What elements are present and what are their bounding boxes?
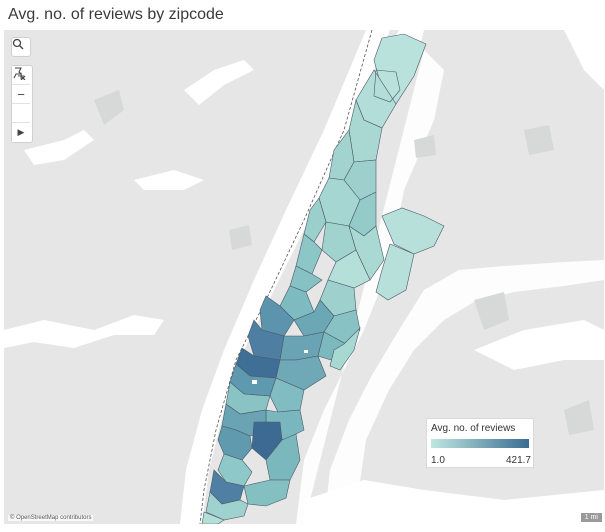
park-6 bbox=[564, 400, 594, 435]
zip-region[interactable] bbox=[205, 491, 249, 521]
zoom-in-button[interactable]: + bbox=[12, 66, 30, 85]
east-river bbox=[296, 50, 604, 524]
legend-gradient-bar bbox=[431, 439, 529, 448]
park-layer bbox=[94, 90, 594, 435]
zip-region[interactable] bbox=[327, 249, 371, 289]
state-boundary bbox=[199, 30, 373, 524]
pin-map-icon bbox=[13, 67, 26, 80]
creek-nw bbox=[134, 170, 204, 190]
bay-south-east bbox=[474, 320, 604, 370]
map-controls: + − ▶ bbox=[11, 65, 33, 143]
zip-region[interactable] bbox=[243, 479, 291, 507]
legend-title: Avg. no. of reviews bbox=[431, 423, 516, 434]
zip-region[interactable] bbox=[279, 331, 325, 361]
park-5 bbox=[414, 135, 436, 158]
creek-west bbox=[4, 315, 164, 348]
zipcode-layer bbox=[201, 33, 445, 524]
color-legend: Avg. no. of reviews 1.0 421.7 bbox=[426, 418, 534, 468]
map-svg[interactable] bbox=[4, 30, 604, 524]
bay-south bbox=[304, 480, 604, 524]
river-north bbox=[184, 60, 254, 105]
zip-region[interactable] bbox=[373, 33, 427, 105]
scale-bar: 1 mi bbox=[580, 513, 602, 522]
map-canvas[interactable]: + − ▶ Avg. no. of reviews 1.0 421.7 © Op… bbox=[4, 30, 604, 524]
zip-region[interactable] bbox=[381, 207, 445, 255]
creek-west-2 bbox=[24, 130, 94, 165]
park-1 bbox=[94, 90, 124, 125]
park-2 bbox=[474, 292, 509, 330]
zip-region[interactable] bbox=[329, 326, 361, 371]
chart-title: Avg. no. of reviews by zipcode bbox=[8, 6, 224, 23]
landmark-mark bbox=[304, 350, 308, 353]
landmark-marks bbox=[252, 350, 308, 384]
play-button[interactable]: ▶ bbox=[12, 123, 30, 142]
legend-min-label: 1.0 bbox=[431, 455, 445, 466]
park-3 bbox=[524, 125, 554, 155]
zip-region[interactable] bbox=[295, 233, 323, 275]
pin-map-button[interactable] bbox=[12, 67, 30, 123]
zip-region[interactable] bbox=[373, 69, 401, 103]
magnifier-icon bbox=[12, 38, 24, 50]
park-4 bbox=[229, 225, 252, 250]
zoom-out-button[interactable]: − bbox=[12, 85, 30, 104]
zip-region[interactable] bbox=[375, 243, 415, 301]
legend-max-label: 421.7 bbox=[505, 455, 531, 466]
search-button[interactable] bbox=[11, 37, 31, 57]
bay-east bbox=[564, 30, 604, 90]
landmark-mark bbox=[252, 380, 257, 384]
zip-region[interactable] bbox=[217, 425, 253, 461]
zip-region[interactable] bbox=[289, 265, 323, 293]
zip-region[interactable] bbox=[201, 511, 225, 524]
map-attribution[interactable]: © OpenStreetMap contributors bbox=[8, 515, 94, 521]
